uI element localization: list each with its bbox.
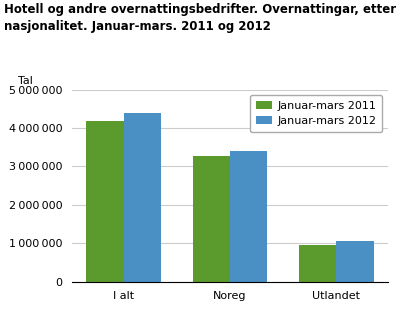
- Bar: [336, 241, 374, 282]
- Bar: [230, 151, 267, 282]
- Bar: [299, 245, 336, 282]
- Bar: [124, 113, 161, 282]
- Text: Tal: Tal: [18, 76, 33, 86]
- Legend: Januar-mars 2011, Januar-mars 2012: Januar-mars 2011, Januar-mars 2012: [250, 95, 382, 132]
- Bar: [193, 156, 230, 282]
- Bar: [86, 121, 124, 282]
- Text: Hotell og andre overnattingsbedrifter. Overnattingar, etter gjestene sin
nasjona: Hotell og andre overnattingsbedrifter. O…: [4, 3, 400, 33]
